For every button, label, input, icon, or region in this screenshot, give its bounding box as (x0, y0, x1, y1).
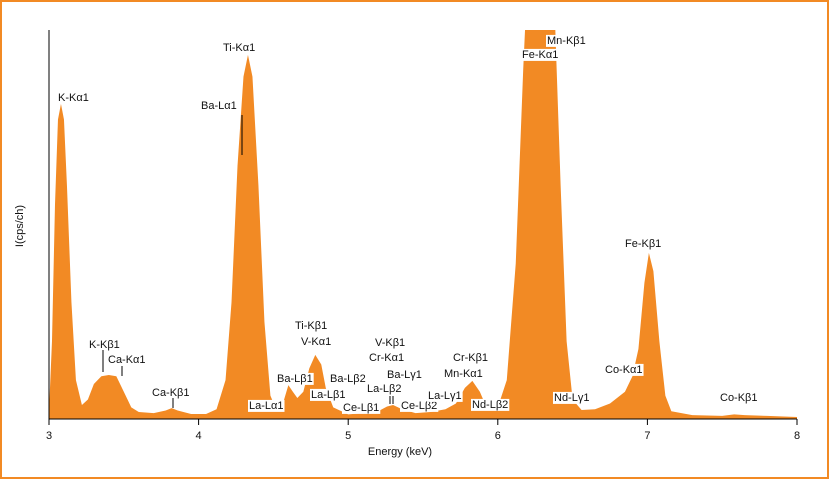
annotation-bg (471, 398, 510, 411)
annotation: Cr-Kα1 (369, 352, 404, 364)
annotation: Ce-Lβ2 (401, 400, 437, 412)
annotation-bg (719, 391, 759, 404)
annotation-bg (604, 363, 644, 376)
annotation-bg (310, 388, 347, 401)
annotation: Fe-Kα1 (522, 49, 558, 61)
x-tick-label: 4 (196, 430, 202, 442)
annotation: V-Kα1 (301, 336, 331, 348)
spectrum-area (49, 30, 797, 419)
x-tick-label: 7 (644, 430, 650, 442)
annotation-bg (107, 353, 147, 366)
annotation: Ti-Kα1 (223, 42, 255, 54)
annotation-bg (222, 41, 257, 54)
annotation-bg (368, 351, 406, 364)
annotation-bg (57, 91, 90, 104)
annotation-bg (452, 351, 490, 364)
annotation-bg (427, 389, 463, 402)
annotation-bg (366, 382, 403, 395)
annotation-bg (521, 48, 560, 61)
annotation-bg (294, 319, 329, 332)
annotation-bg (88, 338, 121, 351)
annotation: Co-Kβ1 (720, 392, 758, 404)
x-tick-label: 5 (345, 430, 351, 442)
annotation-bg (374, 336, 407, 349)
x-tick-label: 6 (495, 430, 501, 442)
annotation: La-Lα1 (249, 400, 284, 412)
annotation: Mn-Kβ1 (547, 35, 586, 47)
annotation: K-Kα1 (58, 92, 89, 104)
annotation-bg (276, 372, 314, 385)
annotation: Ba-Lβ2 (330, 373, 366, 385)
annotation: Ti-Kβ1 (295, 320, 327, 332)
annotation-bg (342, 401, 381, 414)
annotation: Nd-Lβ2 (472, 399, 508, 411)
annotation: Ce-Lβ1 (343, 402, 379, 414)
annotation-bg (553, 391, 591, 404)
annotation-bg (443, 367, 484, 380)
annotation: Mn-Kα1 (444, 368, 483, 380)
annotation-bg (386, 368, 423, 381)
annotation: Ba-Lβ1 (277, 373, 313, 385)
annotation: K-Kβ1 (89, 339, 120, 351)
annotation-bg (624, 237, 663, 250)
annotation: Cr-Kβ1 (453, 352, 488, 364)
annotation: Fe-Kβ1 (625, 238, 661, 250)
annotations: K-Kα1 Ti-Kα1 Ba-Lα1 K-Kβ1 Ca-Kα1 Ca-Kβ1 La-Lα1… (57, 34, 759, 414)
annotation-bg (200, 99, 238, 112)
annotation-bg (300, 335, 333, 348)
annotation: Nd-Lγ1 (554, 392, 589, 404)
x-tick-label: 8 (794, 430, 800, 442)
annotation: La-Lγ1 (428, 390, 462, 402)
annotation: Ca-Kβ1 (152, 387, 190, 399)
annotation-bg (151, 386, 191, 399)
annotation-bg (248, 399, 285, 412)
y-axis-label: I(cps/ch) (14, 205, 26, 247)
annotation: La-Lβ2 (367, 383, 401, 395)
annotation: Ba-Lα1 (201, 100, 237, 112)
annotation: La-Lβ1 (311, 389, 345, 401)
annotation-bg (400, 399, 439, 412)
annotation: Co-Kα1 (605, 364, 643, 376)
annotation-bg (546, 34, 587, 47)
annotation: Ba-Lγ1 (387, 369, 422, 381)
annotation-bg (329, 372, 367, 385)
annotation: V-Kβ1 (375, 337, 405, 349)
x-axis-label: Energy (keV) (368, 446, 432, 458)
annotation: Ca-Kα1 (108, 354, 146, 366)
x-tick-label: 3 (46, 430, 52, 442)
